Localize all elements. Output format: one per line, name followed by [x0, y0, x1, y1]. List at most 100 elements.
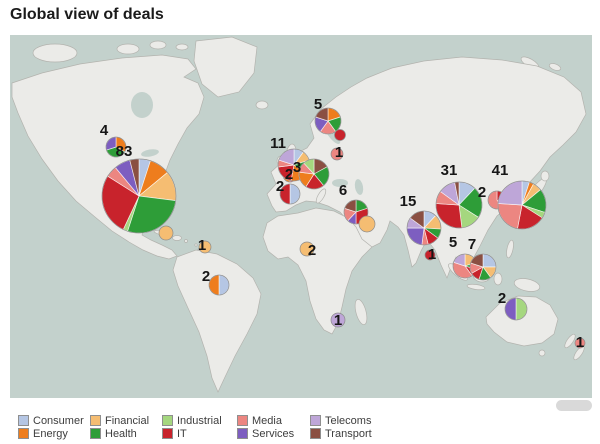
pie-count-label-china: 31 [441, 162, 458, 179]
pie-slice-media[interactable] [331, 148, 343, 160]
pie-outline [406, 210, 442, 246]
australia-land [485, 295, 559, 347]
legend-swatch-transport [310, 428, 321, 439]
pie-count-label-usa: 83 [116, 143, 133, 160]
pie-outline [105, 136, 127, 158]
pie-outline [298, 158, 330, 190]
pie-japan[interactable] [497, 180, 547, 230]
pie-central-america[interactable] [158, 225, 174, 241]
pie-arabia[interactable] [358, 215, 376, 233]
greenland [193, 36, 258, 98]
world-map: 4 83 1 2 5 1 2 3 11 2 6 2 1 15 1 31 2 41 5 7 2 1 [10, 35, 592, 398]
pie-germany[interactable] [298, 158, 330, 190]
pie-count-label-south-africa: 1 [334, 312, 342, 329]
legend-label: Consumer [33, 414, 84, 427]
pie-slice-telecoms[interactable] [331, 313, 345, 327]
legend-swatch-health [90, 428, 101, 439]
legend-item-media[interactable]: Media [237, 414, 310, 427]
legend-label: Telecoms [325, 414, 372, 427]
pie-outline [469, 253, 497, 281]
legend-item-health[interactable]: Health [90, 427, 162, 440]
legend-swatch-telecoms [310, 415, 321, 426]
pie-southeast-asia-east[interactable] [469, 253, 497, 281]
pie-iberia[interactable] [279, 183, 301, 205]
legend-swatch-consumer [18, 415, 29, 426]
pie-count-label-australia: 2 [498, 290, 506, 307]
iceland [255, 100, 269, 110]
pie-count-label-caribbean: 1 [198, 237, 206, 254]
pie-outline [208, 274, 230, 296]
legend-item-services[interactable]: Services [237, 427, 310, 440]
pie-outline [158, 225, 174, 241]
pie-outline [330, 312, 346, 328]
legend: Consumer Energy Financial Health Industrial I… [10, 414, 390, 440]
pie-uk[interactable] [277, 148, 311, 182]
pie-usa[interactable] [101, 158, 177, 234]
sulawesi [493, 272, 503, 286]
legend-swatch-industrial [162, 415, 173, 426]
pie-slice-it[interactable] [334, 129, 346, 141]
legend-item-it[interactable]: IT [162, 427, 237, 440]
legend-swatch-services [237, 428, 248, 439]
pie-outline [330, 147, 344, 161]
pie-china[interactable] [435, 181, 483, 229]
pie-caribbean[interactable] [198, 240, 212, 254]
legend-item-energy[interactable]: Energy [18, 427, 90, 440]
pie-india[interactable] [406, 210, 442, 246]
legend-item-financial[interactable]: Financial [90, 414, 162, 427]
legend-item-telecoms[interactable]: Telecoms [310, 414, 390, 427]
pie-slice-financial[interactable] [300, 242, 314, 256]
legend-swatch-it [162, 428, 173, 439]
pie-count-label-india: 15 [400, 193, 417, 210]
pie-outline [279, 183, 301, 205]
pie-slice-media[interactable] [575, 338, 585, 348]
pie-south-africa[interactable] [330, 312, 346, 328]
legend-label: Energy [33, 427, 68, 440]
legend-label: Health [105, 427, 137, 440]
pie-count-label-canada: 4 [100, 122, 109, 139]
pie-turkey-mideast[interactable] [343, 199, 369, 225]
new-zealand-north [564, 333, 576, 349]
tasmania [538, 349, 546, 357]
pie-slice-financial[interactable] [159, 226, 173, 240]
pie-australia[interactable] [504, 297, 528, 321]
south-america [172, 249, 262, 393]
pie-count-label-new-zealand: 1 [576, 334, 584, 351]
italy [315, 188, 327, 204]
africa [262, 207, 373, 335]
pie-brazil[interactable] [208, 274, 230, 296]
legend-item-industrial[interactable]: Industrial [162, 414, 237, 427]
pie-count-label-nordics: 5 [314, 96, 322, 113]
pie-slice-financial[interactable] [359, 216, 375, 232]
pie-canada[interactable] [105, 136, 127, 158]
pie-poland[interactable] [330, 147, 344, 161]
pie-slice-financial[interactable] [199, 241, 211, 253]
pie-baltic[interactable] [334, 129, 346, 141]
pie-outline [198, 240, 212, 254]
legend-label: IT [177, 427, 187, 440]
legend-item-transport[interactable]: Transport [310, 427, 390, 440]
legend-label: Financial [105, 414, 150, 427]
java [466, 283, 486, 291]
pie-count-label-japan: 41 [492, 162, 509, 179]
legend-item-consumer[interactable]: Consumer [18, 414, 90, 427]
pie-new-zealand[interactable] [574, 337, 586, 349]
legend-label: Services [252, 427, 295, 440]
pie-count-label-poland: 1 [335, 144, 343, 161]
pie-west-africa[interactable] [299, 241, 315, 257]
pie-outline [574, 337, 586, 349]
pie-slice-it[interactable] [425, 250, 435, 260]
legend-label: Media [252, 414, 282, 427]
philippines [506, 239, 514, 259]
continents [11, 36, 587, 393]
new-guinea [513, 278, 541, 292]
pie-count-label-brazil: 2 [202, 268, 210, 285]
pie-count-label-sri-lanka: 1 [428, 246, 436, 263]
pie-sri-lanka[interactable] [424, 249, 436, 261]
pie-count-label-southeast-asia-west: 5 [449, 234, 457, 251]
legend-swatch-media [237, 415, 248, 426]
madagascar [354, 299, 368, 325]
legend-label: Transport [325, 427, 372, 440]
pie-outline [343, 199, 369, 225]
